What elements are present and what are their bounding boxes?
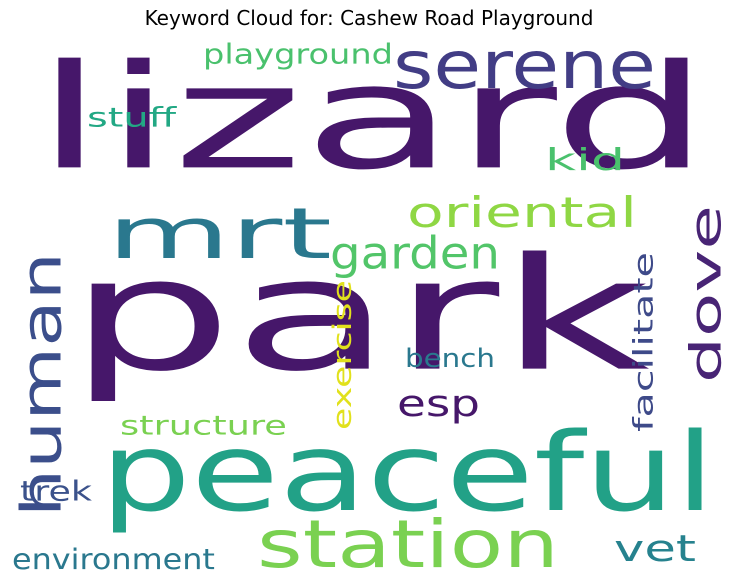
word-exercise: exercise bbox=[328, 280, 357, 430]
chart-title: Keyword Cloud for: Cashew Road Playgroun… bbox=[144, 6, 594, 30]
word-park: park bbox=[68, 224, 650, 406]
word-human: human bbox=[9, 252, 74, 517]
word-structure: structure bbox=[120, 410, 287, 441]
word-vet: vet bbox=[614, 527, 696, 570]
word-bench: bench bbox=[405, 344, 495, 374]
word-peaceful: peaceful bbox=[100, 409, 715, 535]
word-mrt: mrt bbox=[107, 194, 332, 276]
word-serene: serene bbox=[393, 27, 656, 104]
word-garden: garden bbox=[330, 227, 500, 279]
word-dove: dove bbox=[682, 205, 732, 383]
word-oriental: oriental bbox=[407, 189, 637, 238]
word-stuff: stuff bbox=[87, 102, 177, 133]
word-trek: trek bbox=[20, 475, 92, 507]
word-facilitate: facilitate bbox=[629, 252, 660, 432]
word-lizard: lizard bbox=[35, 34, 710, 202]
word-kid: kid bbox=[545, 143, 625, 177]
word-environment: environment bbox=[12, 544, 215, 577]
word-playground: playground bbox=[203, 39, 393, 70]
word-station: station bbox=[257, 507, 559, 583]
word-esp: esp bbox=[397, 382, 480, 425]
